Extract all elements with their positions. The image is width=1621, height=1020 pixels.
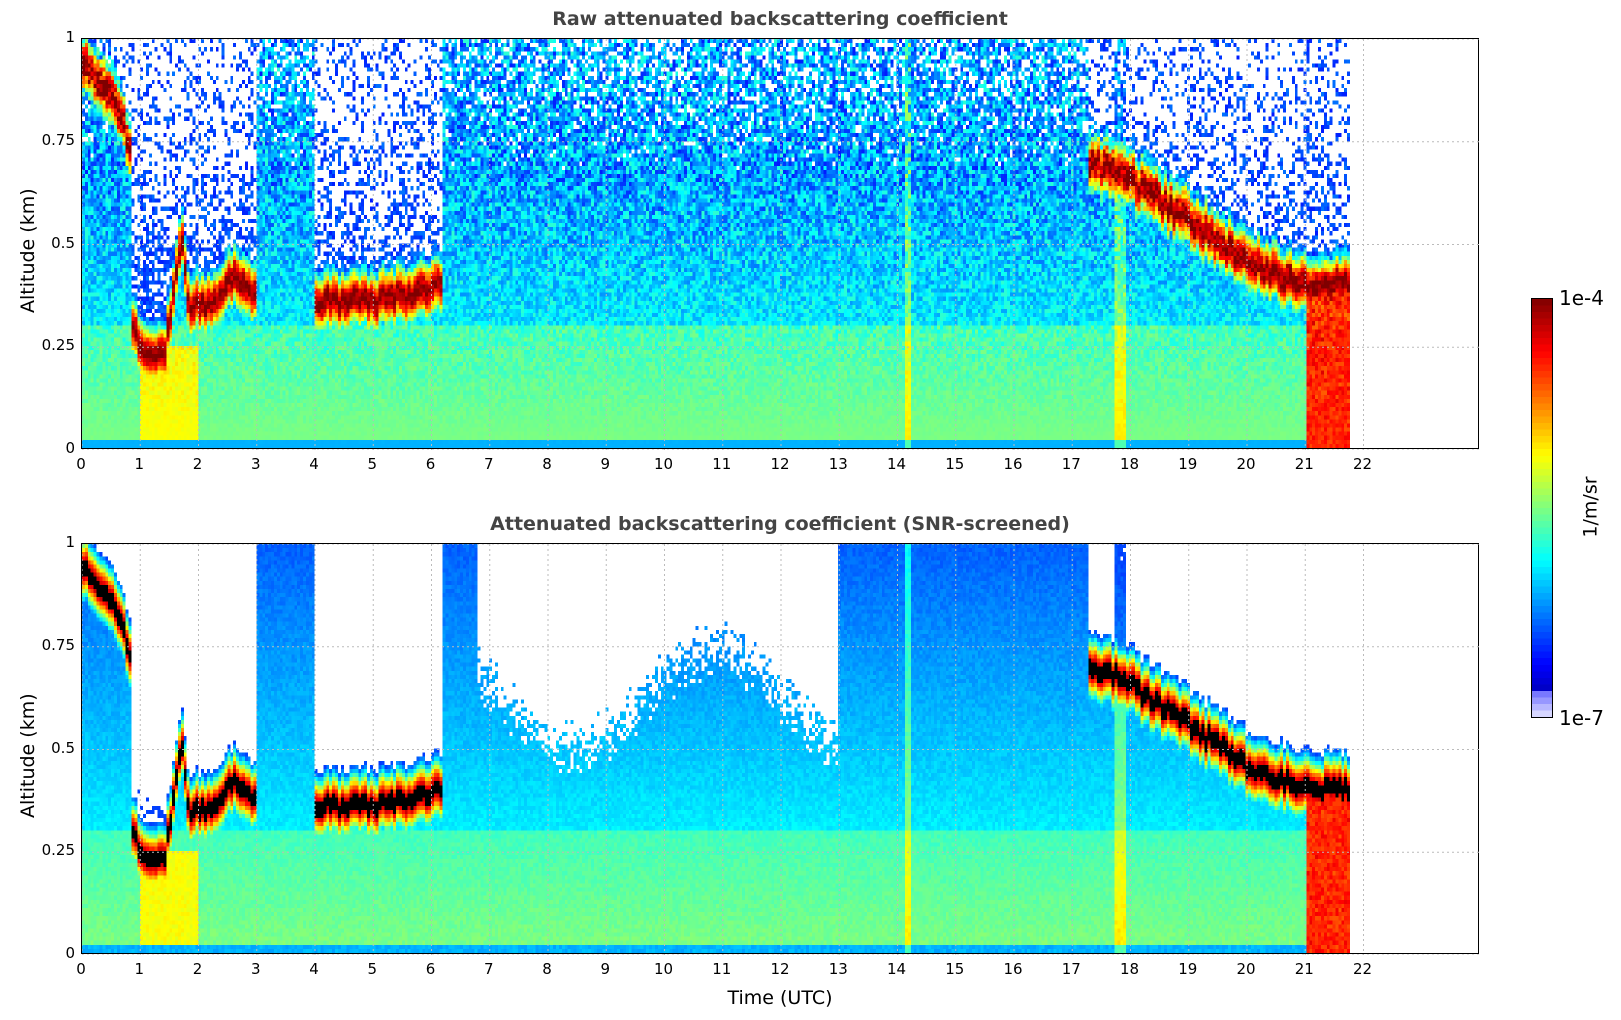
x-tick-label: 3 — [250, 960, 261, 978]
x-tick-label: 17 — [1061, 455, 1081, 473]
raw-backscatter-heatmap — [81, 38, 1480, 450]
x-tick-label: 1 — [134, 960, 145, 978]
colorbar — [1531, 298, 1553, 718]
x-tick-label: 18 — [1119, 960, 1140, 978]
x-tick-label: 11 — [712, 455, 732, 473]
x-tick-label: 10 — [653, 960, 674, 978]
y-tick-label: 0.25 — [41, 336, 75, 355]
colorbar-label: 1/m/sr — [1579, 476, 1602, 538]
x-tick-label: 7 — [483, 455, 494, 473]
y-tick-label: 1 — [65, 533, 75, 551]
y-tick-label: 0.75 — [41, 130, 75, 149]
screened-backscatter-heatmap — [81, 543, 1480, 955]
y-tick-label: 0 — [65, 944, 75, 962]
y-tick-label: 1 — [65, 28, 75, 46]
x-axis-label: Time (UTC) — [727, 987, 833, 1009]
x-tick-label: 8 — [542, 960, 552, 978]
x-tick-label: 16 — [1003, 455, 1023, 473]
x-tick-label: 14 — [886, 455, 907, 473]
top-panel-title: Raw attenuated backscattering coefficien… — [552, 8, 1008, 30]
x-tick-label: 2 — [192, 960, 203, 978]
y-tick-label: 0.75 — [41, 635, 75, 654]
x-tick-label: 15 — [945, 455, 965, 473]
grid-overlay — [82, 39, 1480, 450]
x-tick-label: 20 — [1236, 960, 1256, 978]
x-tick-label: 19 — [1178, 960, 1198, 978]
x-tick-label: 12 — [770, 455, 790, 473]
grid-overlay — [82, 544, 1480, 955]
x-tick-label: 2 — [192, 455, 203, 473]
colorbar-max-label: 1e-4 — [1559, 286, 1604, 310]
x-tick-label: 13 — [828, 960, 848, 978]
x-tick-label: 13 — [828, 455, 848, 473]
x-tick-label: 18 — [1119, 455, 1140, 473]
x-tick-label: 1 — [134, 455, 145, 473]
x-tick-label: 20 — [1236, 455, 1256, 473]
x-tick-label: 0 — [76, 960, 86, 978]
y-tick-label: 0 — [65, 439, 75, 457]
bottom-panel-title: Attenuated backscattering coefficient (S… — [490, 513, 1070, 535]
x-tick-label: 15 — [945, 960, 965, 978]
x-tick-label: 16 — [1003, 960, 1023, 978]
x-tick-label: 5 — [367, 455, 378, 473]
x-tick-label: 17 — [1061, 960, 1081, 978]
x-tick-label: 6 — [425, 960, 436, 978]
x-tick-label: 4 — [309, 455, 319, 473]
x-tick-label: 12 — [770, 960, 790, 978]
x-tick-label: 22 — [1352, 960, 1373, 978]
x-tick-label: 3 — [250, 455, 261, 473]
x-tick-label: 7 — [483, 960, 494, 978]
y-tick-label: 0.5 — [51, 233, 75, 252]
x-tick-label: 10 — [653, 455, 674, 473]
x-tick-label: 9 — [600, 960, 611, 978]
x-tick-label: 4 — [309, 960, 319, 978]
x-tick-label: 19 — [1178, 455, 1198, 473]
x-tick-label: 9 — [600, 455, 611, 473]
x-tick-label: 8 — [542, 455, 552, 473]
x-tick-label: 21 — [1294, 960, 1314, 978]
x-tick-label: 5 — [367, 960, 378, 978]
x-tick-label: 14 — [886, 960, 907, 978]
y-tick-label: 0.5 — [51, 738, 75, 757]
x-tick-label: 21 — [1294, 455, 1314, 473]
x-tick-label: 6 — [425, 455, 436, 473]
x-tick-label: 0 — [76, 455, 86, 473]
x-tick-label: 11 — [712, 960, 732, 978]
y-tick-label: 0.25 — [41, 841, 75, 860]
colorbar-min-label: 1e-7 — [1559, 706, 1604, 730]
x-tick-label: 22 — [1352, 455, 1373, 473]
